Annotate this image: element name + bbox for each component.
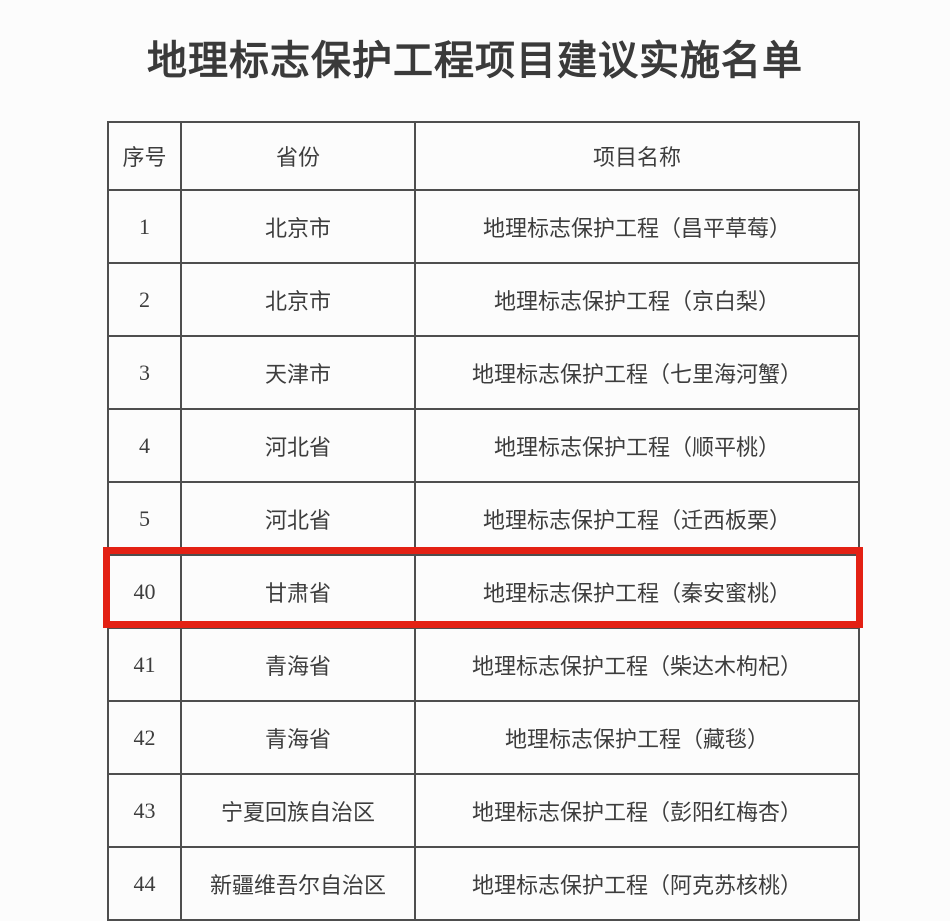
row-project-cell: 地理标志保护工程（秦安蜜桃） xyxy=(414,554,860,629)
row-serial-cell: 41 xyxy=(107,627,182,702)
projects-table: 序号 省份 项目名称 1 北京市 地理标志保护工程（昌平草莓） 2 北京市 地理标志保护工程（… xyxy=(107,121,860,921)
row-province-cell: 北京市 xyxy=(180,189,416,264)
page-title: 地理标志保护工程项目建议实施名单 xyxy=(147,39,803,83)
table-row: 40 甘肃省 地理标志保护工程（秦安蜜桃） xyxy=(107,554,860,629)
row-province-cell: 青海省 xyxy=(180,700,416,775)
row-serial-cell: 5 xyxy=(107,481,182,556)
table-row: 3 天津市 地理标志保护工程（七里海河蟹） xyxy=(107,335,860,410)
table-body: 1 北京市 地理标志保护工程（昌平草莓） 2 北京市 地理标志保护工程（京白梨） 3 天津市地… xyxy=(107,189,860,921)
row-project-cell: 地理标志保护工程（迁西板栗） xyxy=(414,481,860,556)
row-serial-cell: 42 xyxy=(107,700,182,775)
row-province-cell: 甘肃省 xyxy=(180,554,416,629)
table-row: 44 新疆维吾尔自治区 地理标志保护工程（阿克苏核桃） xyxy=(107,846,860,921)
row-project-cell: 地理标志保护工程（阿克苏核桃） xyxy=(414,846,860,921)
row-province-cell: 宁夏回族自治区 xyxy=(180,773,416,848)
table-row: 43 宁夏回族自治区 地理标志保护工程（彭阳红梅杏） xyxy=(107,773,860,848)
row-serial-cell: 40 xyxy=(107,554,182,629)
row-serial-cell: 43 xyxy=(107,773,182,848)
row-project-cell: 地理标志保护工程（昌平草莓） xyxy=(414,189,860,264)
row-project-cell: 地理标志保护工程（京白梨） xyxy=(414,262,860,337)
row-project-cell: 地理标志保护工程（柴达木枸杞） xyxy=(414,627,860,702)
table-row: 5 河北省 地理标志保护工程（迁西板栗） xyxy=(107,481,860,556)
row-province-cell: 青海省 xyxy=(180,627,416,702)
row-province-cell: 新疆维吾尔自治区 xyxy=(180,846,416,921)
row-project-cell: 地理标志保护工程（彭阳红梅杏） xyxy=(414,773,860,848)
row-province-cell: 河北省 xyxy=(180,481,416,556)
header-row: 序号 省份 项目名称 xyxy=(107,121,860,191)
table-row: 2 北京市 地理标志保护工程（京白梨） xyxy=(107,262,860,337)
column-header-1: 省份 xyxy=(180,121,416,191)
row-project-cell: 地理标志保护工程（顺平桃） xyxy=(414,408,860,483)
table-row: 4 河北省 地理标志保护工程（顺平桃） xyxy=(107,408,860,483)
row-project-cell: 地理标志保护工程（七里海河蟹） xyxy=(414,335,860,410)
row-serial-cell: 1 xyxy=(107,189,182,264)
row-province-cell: 河北省 xyxy=(180,408,416,483)
row-serial-cell: 4 xyxy=(107,408,182,483)
row-serial-cell: 3 xyxy=(107,335,182,410)
column-header-0: 序号 xyxy=(107,121,182,191)
table-row: 1 北京市 地理标志保护工程（昌平草莓） xyxy=(107,189,860,264)
row-province-cell: 天津市 xyxy=(180,335,416,410)
column-header-2: 项目名称 xyxy=(414,121,860,191)
table-row: 42 青海省 地理标志保护工程（藏毯） xyxy=(107,700,860,775)
row-serial-cell: 44 xyxy=(107,846,182,921)
row-serial-cell: 2 xyxy=(107,262,182,337)
row-province-cell: 北京市 xyxy=(180,262,416,337)
table-row: 41 青海省 地理标志保护工程（柴达木枸杞） xyxy=(107,627,860,702)
row-project-cell: 地理标志保护工程（藏毯） xyxy=(414,700,860,775)
table-header: 序号 省份 项目名称 xyxy=(107,121,860,191)
